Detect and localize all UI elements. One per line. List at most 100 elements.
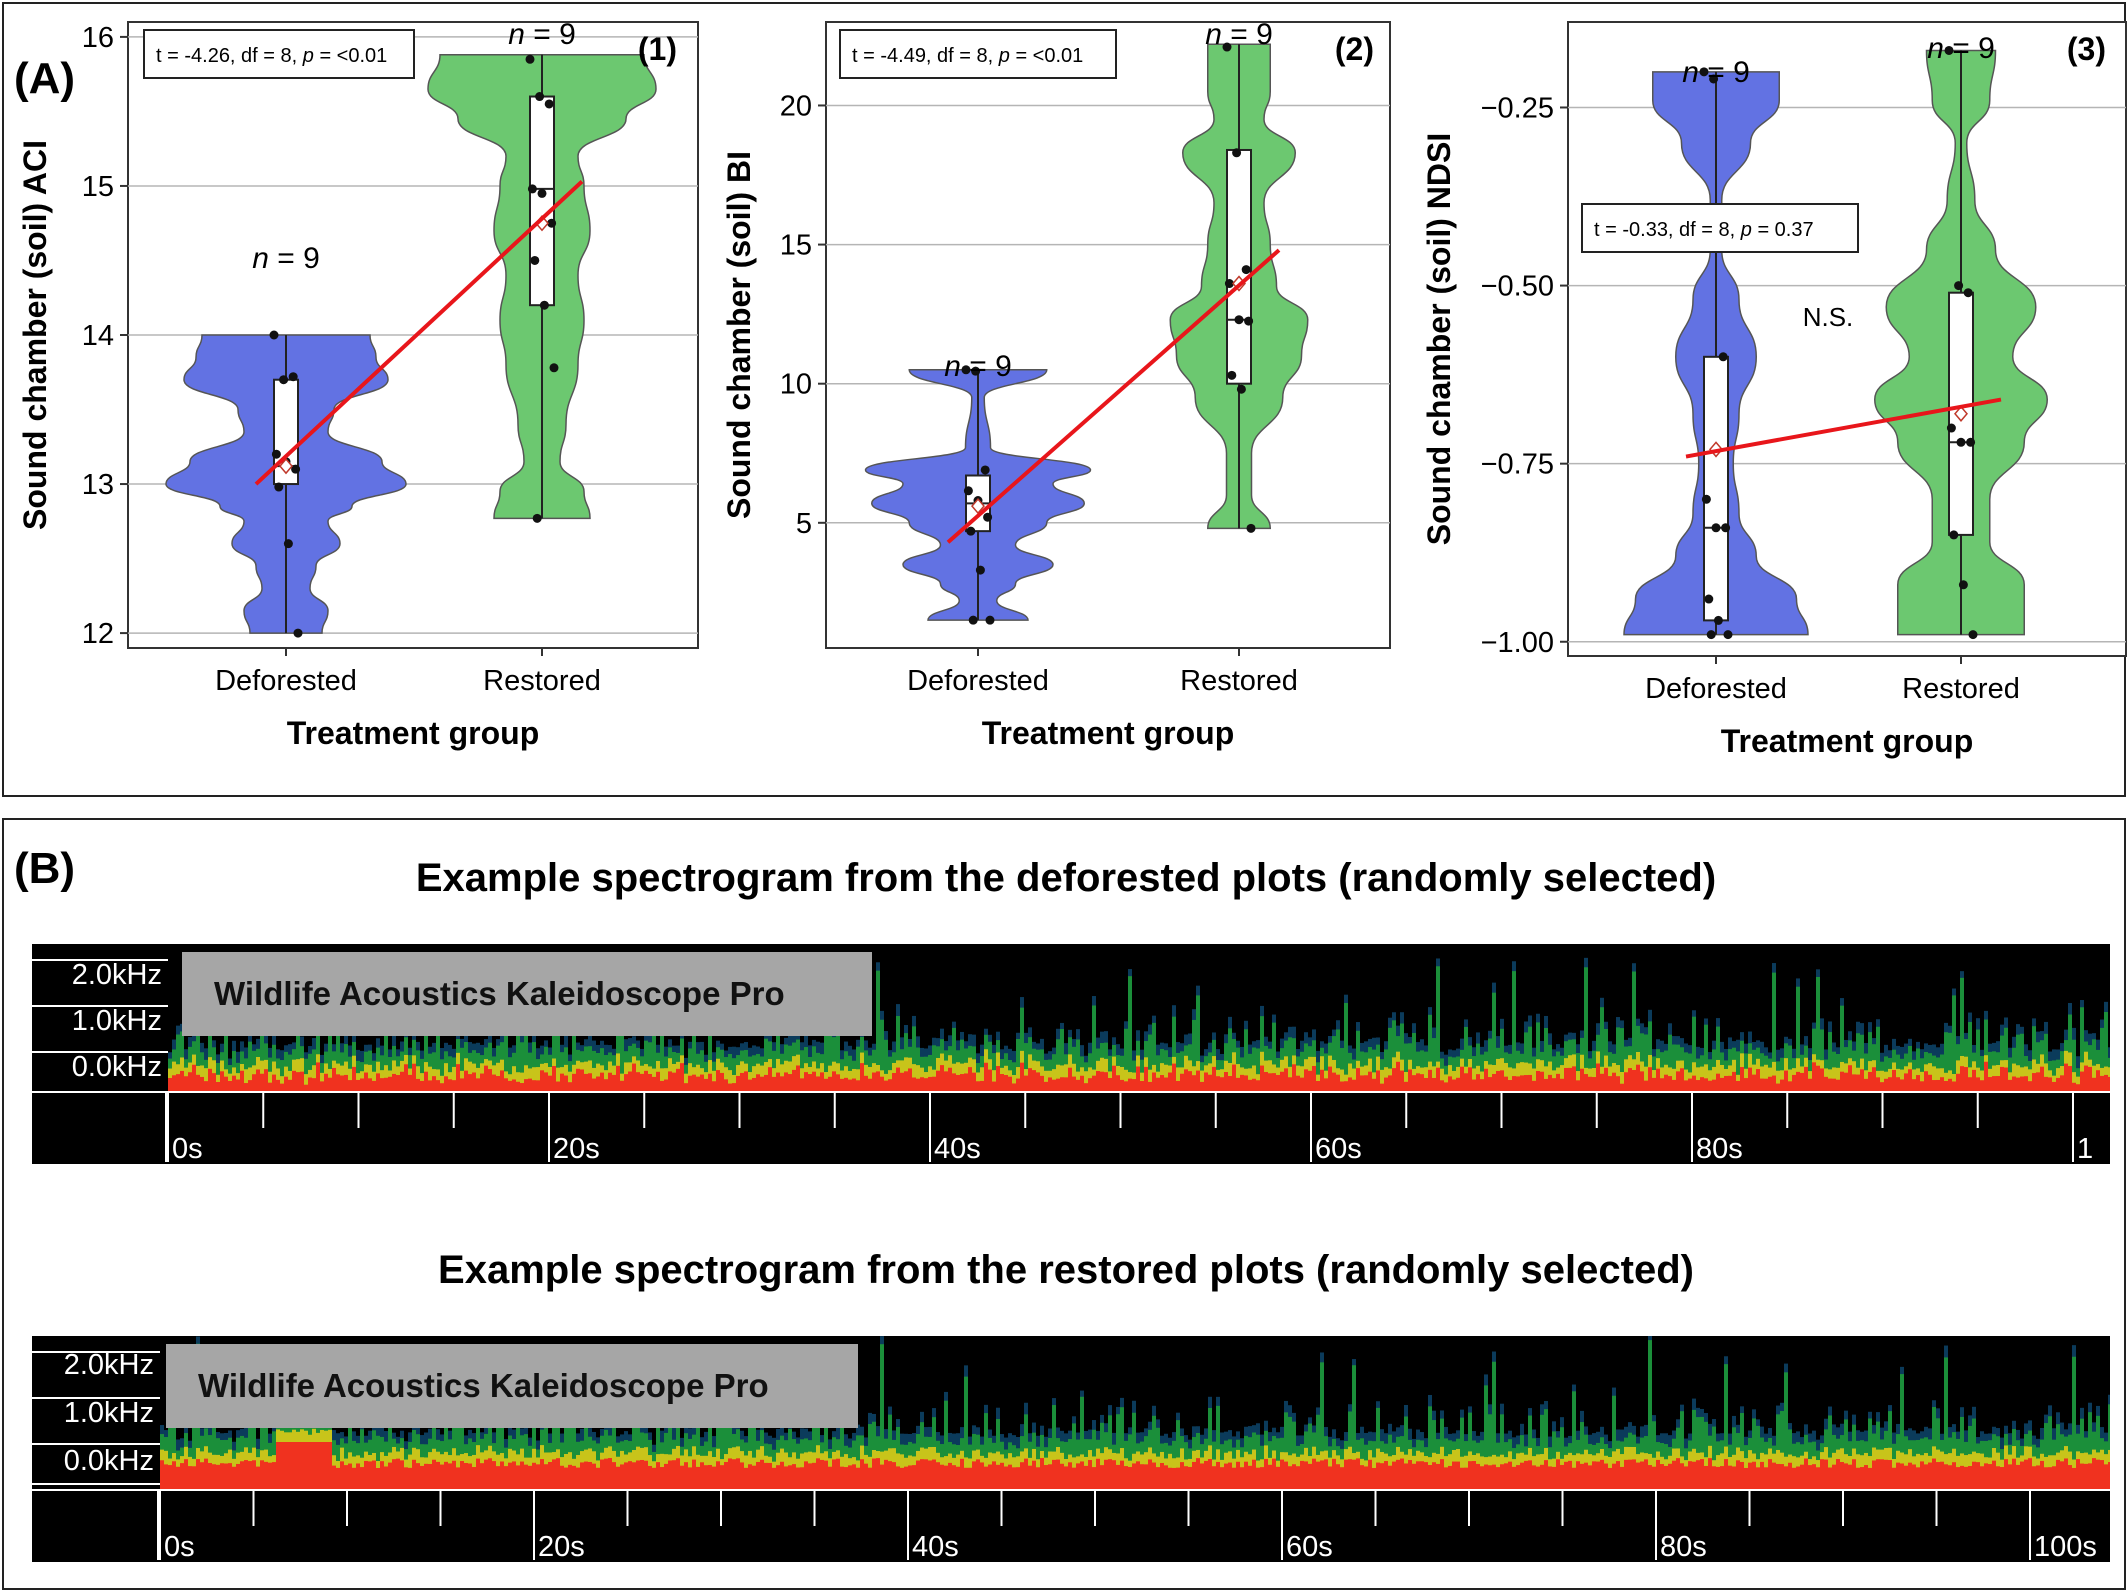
energy-red (748, 1464, 752, 1490)
energy-green (1432, 1038, 1436, 1092)
energy-yellow (992, 1070, 996, 1092)
energy-red (2016, 1464, 2020, 1490)
energy-green (1172, 1016, 1176, 1092)
energy-red (2048, 1467, 2052, 1490)
energy-red (464, 1463, 468, 1490)
energy-green (1132, 1412, 1136, 1490)
y-axis-title: Sound chamber (soil) NDSI (1421, 133, 1457, 545)
energy-red (1188, 1071, 1192, 1092)
energy-red (1108, 1459, 1112, 1490)
energy-red (652, 1076, 656, 1092)
energy-green (2044, 1423, 2048, 1490)
energy-red (344, 1465, 348, 1490)
x-tick-label: Deforested (907, 665, 1049, 697)
energy-red (1944, 1080, 1948, 1092)
energy-red (1892, 1467, 1896, 1490)
data-point (1227, 370, 1237, 380)
data-point (283, 539, 293, 549)
energy-red (1136, 1066, 1140, 1092)
energy-red (584, 1073, 588, 1092)
energy-red (1208, 1459, 1212, 1490)
energy-green (1284, 1412, 1288, 1490)
energy-red (1428, 1465, 1432, 1490)
energy-red (236, 1463, 240, 1490)
energy-red (1880, 1459, 1884, 1490)
energy-green (1316, 1414, 1320, 1490)
energy-red (600, 1072, 604, 1092)
energy-red (1228, 1076, 1232, 1092)
y-tick-label: 12 (82, 618, 114, 650)
energy-red (1628, 1459, 1632, 1490)
energy-red (1112, 1065, 1116, 1092)
violin-restored (427, 54, 657, 523)
energy-red (1880, 1082, 1884, 1092)
energy-green (1944, 1032, 1948, 1092)
energy-red (856, 1467, 860, 1490)
energy-red (1524, 1075, 1528, 1092)
energy-yellow (2072, 1072, 2076, 1092)
energy-red (1940, 1077, 1944, 1092)
energy-red (1832, 1078, 1836, 1092)
energy-red (884, 1080, 888, 1092)
energy-yellow (512, 1066, 516, 1092)
energy-green (912, 1026, 916, 1092)
energy-red (1820, 1459, 1824, 1490)
energy-red (1832, 1464, 1836, 1490)
energy-red (992, 1461, 996, 1490)
energy-red (1924, 1464, 1928, 1490)
energy-red (760, 1076, 764, 1092)
x-tick-label: Restored (1180, 665, 1298, 697)
energy-yellow (428, 1066, 432, 1092)
spectrogram-energy (160, 1336, 2110, 1490)
stat-box (143, 29, 415, 79)
energy-red (1836, 1079, 1840, 1092)
data-point (1711, 523, 1721, 533)
energy-red (344, 1074, 348, 1092)
energy-red (1436, 1067, 1440, 1092)
energy-green (1080, 1396, 1084, 1490)
energy-red (324, 1073, 328, 1092)
energy-green (880, 1344, 884, 1490)
energy-red (1908, 1462, 1912, 1490)
energy-red (1876, 1077, 1880, 1092)
data-point (968, 615, 978, 625)
energy-red (668, 1460, 672, 1490)
energy-yellow (1508, 1067, 1512, 1092)
spectrogram-energy (168, 957, 2110, 1092)
energy-red (1144, 1464, 1148, 1490)
energy-red (384, 1466, 388, 1490)
energy-red (276, 1079, 280, 1092)
energy-green (1572, 1391, 1576, 1490)
frequency-label: 0.0kHz (72, 1051, 162, 1083)
data-point (1236, 384, 1246, 394)
energy-red (908, 1465, 912, 1490)
energy-red (1104, 1072, 1108, 1092)
energy-red (1428, 1069, 1432, 1092)
energy-green (620, 1028, 624, 1092)
energy-red (1260, 1467, 1264, 1490)
energy-red (1168, 1072, 1172, 1092)
energy-yellow (1620, 1071, 1624, 1092)
energy-red (1048, 1077, 1052, 1092)
energy-red (1192, 1461, 1196, 1490)
energy-red (596, 1467, 600, 1490)
energy-red (1376, 1462, 1380, 1490)
energy-red (1984, 1463, 1988, 1490)
energy-red (340, 1075, 344, 1092)
energy-red (1276, 1466, 1280, 1490)
energy-red (1720, 1077, 1724, 1092)
energy-red (1912, 1079, 1916, 1092)
energy-red (1668, 1463, 1672, 1490)
energy-red (1396, 1061, 1400, 1092)
energy-green (1128, 976, 1132, 1092)
energy-red (740, 1072, 744, 1092)
energy-red (1364, 1075, 1368, 1092)
energy-green (168, 1420, 172, 1490)
energy-red (820, 1072, 824, 1092)
energy-red (1132, 1079, 1136, 1092)
data-point (985, 615, 995, 625)
energy-red (304, 1442, 308, 1490)
violin-deforested (1623, 67, 1809, 640)
energy-red (916, 1078, 920, 1092)
energy-green (1952, 995, 1956, 1092)
